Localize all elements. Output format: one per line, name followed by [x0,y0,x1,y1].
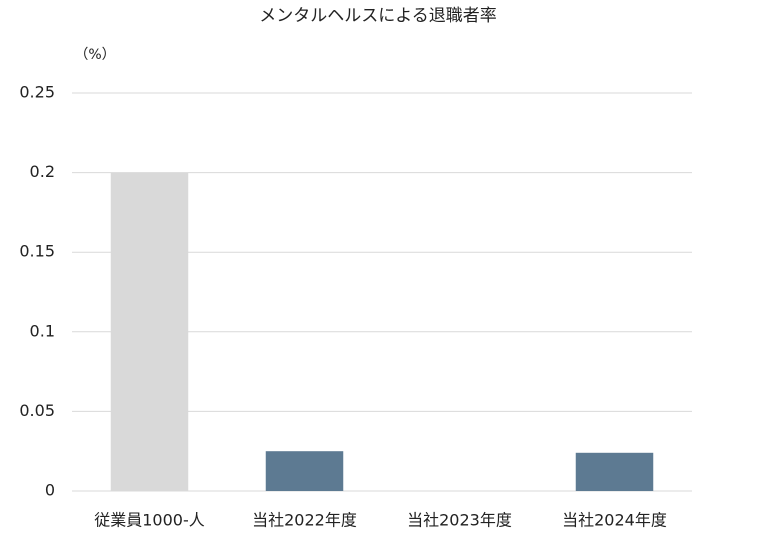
x-tick-label: 当社2023年度 [407,511,512,530]
y-tick-label: 0.1 [30,321,55,340]
chart-title: メンタルヘルスによる退職者率 [259,6,497,26]
y-tick-label: 0.05 [19,401,55,420]
y-tick-label: 0.15 [19,242,55,261]
y-tick-label: 0.2 [30,162,55,181]
x-tick-label: 当社2022年度 [252,511,357,530]
x-tick-label: 当社2024年度 [562,511,667,530]
y-tick-label: 0.25 [19,83,55,102]
bar [110,172,189,491]
x-tick-label: 従業員1000-人 [94,511,205,530]
y-tick-label: 0 [45,481,55,500]
bar [265,451,344,491]
y-unit-label: （%） [74,47,115,63]
bar [575,452,654,491]
